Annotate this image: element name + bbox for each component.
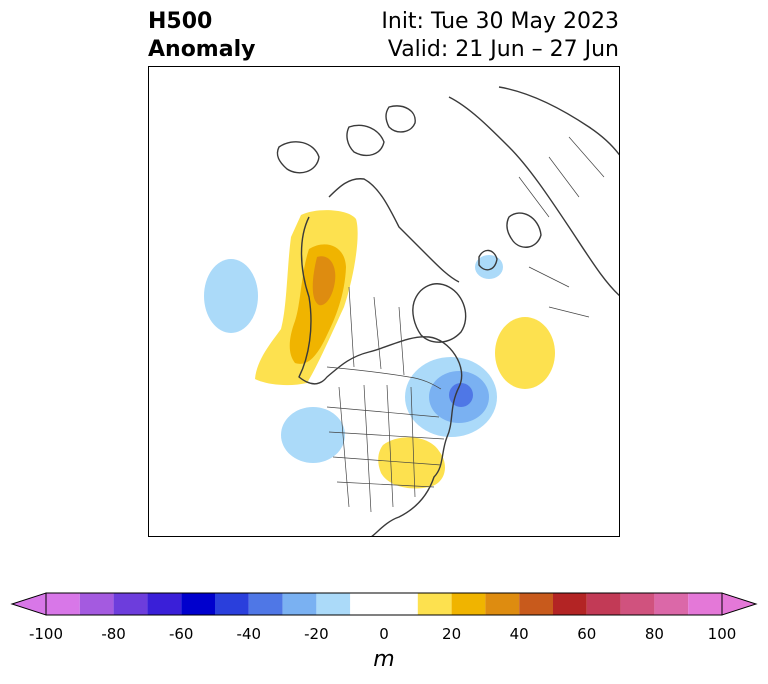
colorbar-bin [350,593,418,615]
init-date: Init: Tue 30 May 2023 [381,9,619,34]
colorbar-bin [654,593,689,615]
colorbar-bin [417,593,452,615]
colorbar-bin [688,593,722,615]
colorbar-tick-label: 40 [509,625,529,643]
colorbar-bin [316,593,351,615]
title-variable: H500 [148,9,213,34]
colorbar-tick-label: -100 [28,625,64,643]
colorbar-bin [181,593,215,615]
colorbar-tick-label: -80 [101,625,126,643]
colorbar-bin [485,593,520,615]
colorbar-tick-label: 20 [442,625,462,643]
colorbar-tick-label: 80 [644,625,664,643]
title-type: Anomaly [148,37,256,62]
colorbar-tick-label: 100 [707,625,737,643]
colorbar-under-arrow [10,592,47,616]
anomaly-north-atlantic [495,317,555,389]
colorbar-tick-label: -40 [236,625,262,643]
valid-range: Valid: 21 Jun – 27 Jun [387,37,619,62]
colorbar-tick-label: -60 [168,625,194,643]
map-panel [148,66,620,537]
colorbar-tick-label: 0 [379,625,389,643]
anomaly-shading [204,210,555,489]
map-canvas [204,86,619,536]
anomaly-north-pacific [204,259,258,333]
colorbar-bin [248,593,283,615]
colorbar-bin [451,593,486,615]
colorbar-bin [215,593,249,615]
title-left: H500 Anomaly [148,8,255,64]
colorbar-bin [620,593,655,615]
colorbar [10,592,758,616]
colorbar-bin [586,593,621,615]
title-right: Init: Tue 30 May 2023 Valid: 21 Jun – 27… [381,8,619,64]
colorbar-bin [147,593,182,615]
colorbar-units: m [373,647,395,672]
colorbar-tick-label: 60 [577,625,597,643]
colorbar-bin [553,593,587,615]
colorbar-outline [45,592,723,616]
colorbar-over-arrow [721,592,758,616]
colorbar-bin [113,593,148,615]
colorbar-bin [519,593,553,615]
colorbar-bin [46,593,80,615]
anomaly-southwest-us [281,407,345,463]
political-borders [326,136,605,513]
coastlines [276,86,619,536]
colorbar-tick-label: -20 [304,625,329,643]
colorbar-bin [282,593,317,615]
colorbar-bin [79,593,114,615]
